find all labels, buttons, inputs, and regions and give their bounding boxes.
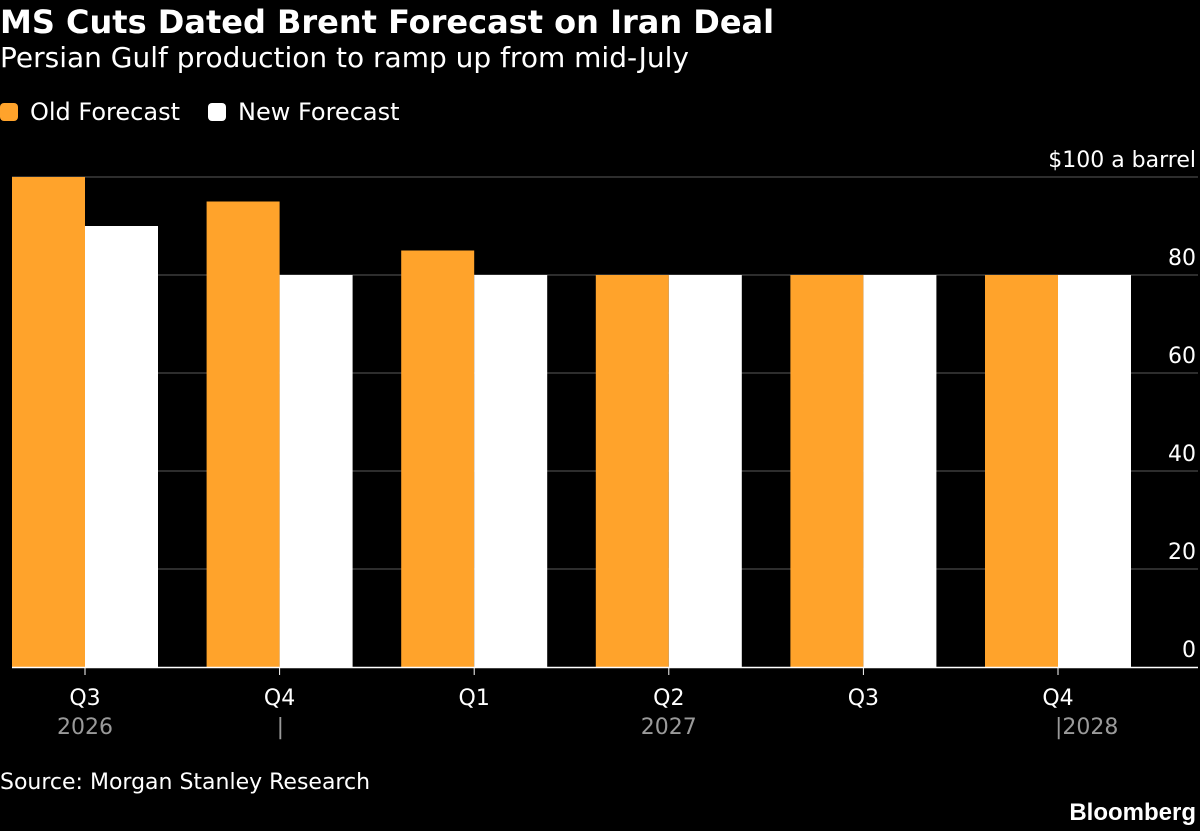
x-tick-label: Q3 bbox=[848, 686, 879, 711]
year-label: 2027 bbox=[641, 715, 697, 740]
legend-label-old-forecast: Old Forecast bbox=[30, 98, 180, 126]
year-label: |2028 bbox=[1055, 715, 1118, 740]
bar-old-forecast bbox=[790, 275, 864, 667]
legend-swatch-old-forecast bbox=[0, 103, 18, 121]
y-tick-label: 0 bbox=[1182, 638, 1196, 663]
year-label: 2026 bbox=[57, 715, 113, 740]
bar-new-forecast bbox=[85, 226, 158, 667]
y-tick-label: $100 a barrel bbox=[1048, 148, 1196, 173]
x-tick-label: Q4 bbox=[1042, 686, 1073, 711]
year-label: | bbox=[277, 715, 284, 740]
x-tick-label: Q1 bbox=[459, 686, 490, 711]
bar-new-forecast bbox=[863, 275, 937, 667]
y-tick-label: 20 bbox=[1168, 540, 1196, 565]
bar-new-forecast bbox=[1058, 275, 1131, 667]
bar-old-forecast bbox=[12, 177, 85, 667]
legend-swatch-new-forecast bbox=[207, 103, 226, 121]
bar-old-forecast bbox=[401, 250, 475, 667]
x-tick-label: Q3 bbox=[69, 686, 100, 711]
chart-title: MS Cuts Dated Brent Forecast on Iran Dea… bbox=[0, 3, 775, 41]
bar-old-forecast bbox=[206, 201, 280, 667]
bar-old-forecast bbox=[595, 275, 669, 667]
x-tick-label: Q2 bbox=[653, 686, 684, 711]
bloomberg-logo: Bloomberg bbox=[1069, 799, 1196, 826]
legend: Old Forecast New Forecast bbox=[0, 96, 428, 128]
x-tick-label: Q4 bbox=[264, 686, 295, 711]
bar-old-forecast bbox=[985, 275, 1058, 667]
legend-label-new-forecast: New Forecast bbox=[237, 98, 400, 126]
y-tick-label: 60 bbox=[1168, 344, 1196, 369]
y-tick-label: 40 bbox=[1168, 442, 1196, 467]
bar-new-forecast bbox=[474, 275, 548, 667]
bar-new-forecast bbox=[668, 275, 742, 667]
chart-subtitle: Persian Gulf production to ramp up from … bbox=[0, 41, 689, 74]
y-tick-label: 80 bbox=[1168, 246, 1196, 271]
source-note: Source: Morgan Stanley Research bbox=[0, 770, 371, 795]
legend-item-old-forecast: Old Forecast bbox=[0, 98, 180, 126]
bar-new-forecast bbox=[279, 275, 353, 667]
legend-item-new-forecast: New Forecast bbox=[207, 98, 400, 126]
